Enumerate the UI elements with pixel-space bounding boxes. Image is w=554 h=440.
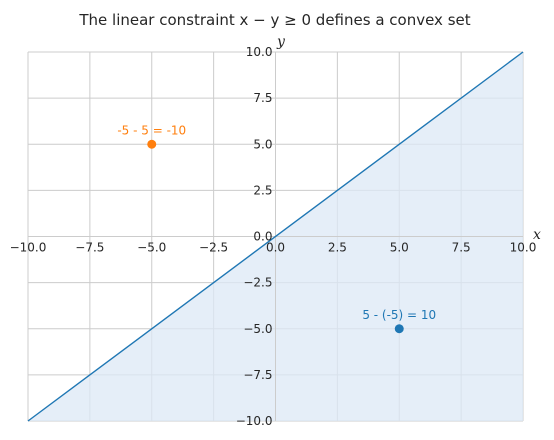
y-tick-label: −7.5	[243, 368, 272, 382]
x-axis-label: x	[533, 227, 541, 243]
y-tick-label: 7.5	[253, 91, 272, 105]
data-point	[394, 324, 404, 334]
y-tick-labels: −10.0 −7.5 −5.0 −2.5 0.0 2.5 5.0 7.5 10.0	[236, 45, 273, 428]
x-tick-label: −10.0	[10, 241, 47, 255]
x-tick-label: −5.0	[137, 241, 166, 255]
x-tick-labels: −10.0 −7.5 −5.0 −2.5 0.0 2.5 5.0 7.5 10.0	[10, 241, 537, 255]
y-tick-label: 2.5	[253, 183, 272, 197]
y-tick-label: 0.0	[253, 230, 272, 244]
y-tick-label: −2.5	[243, 276, 272, 290]
x-tick-label: −7.5	[75, 241, 104, 255]
point-annotation: -5 - 5 = -10	[117, 123, 186, 137]
data-point	[147, 139, 157, 149]
x-tick-label: 7.5	[452, 241, 471, 255]
y-tick-label: 10.0	[246, 45, 273, 59]
x-tick-label: 0.0	[266, 241, 285, 255]
chart-title: The linear constraint x − y ≥ 0 defines …	[78, 11, 470, 29]
x-tick-label: −2.5	[199, 241, 228, 255]
data-points: -5 - 5 = -10 5 - (-5) = 10	[117, 123, 436, 334]
y-tick-label: 5.0	[253, 137, 272, 151]
y-axis-label: y	[276, 34, 286, 50]
y-tick-label: −5.0	[243, 322, 272, 336]
constraint-boundary-line	[27, 51, 524, 422]
y-tick-label: −10.0	[236, 414, 273, 428]
x-tick-label: 5.0	[390, 241, 409, 255]
point-annotation: 5 - (-5) = 10	[362, 308, 436, 322]
x-tick-label: 2.5	[328, 241, 347, 255]
x-tick-label: 10.0	[510, 241, 537, 255]
